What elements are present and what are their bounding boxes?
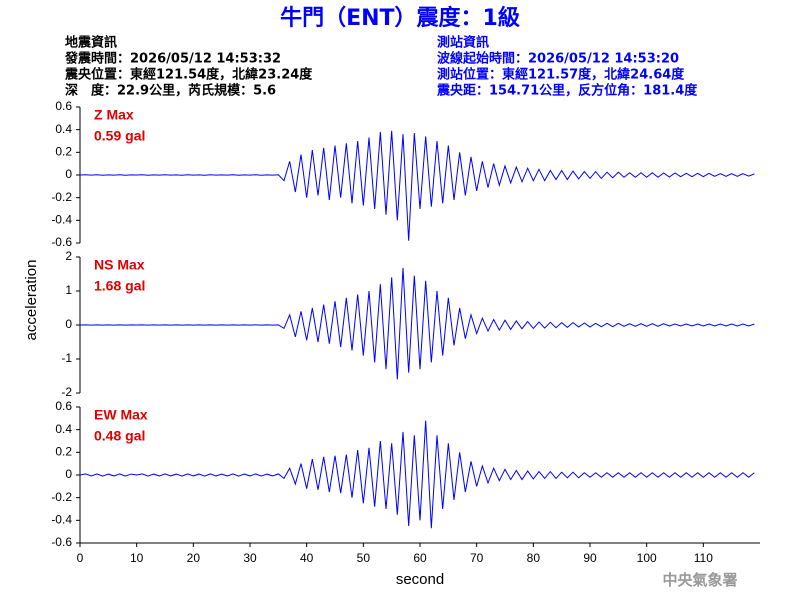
peak-label: 1.68 gal <box>94 278 145 294</box>
y-tick-label: 0.6 <box>55 99 72 113</box>
y-tick-label: 0 <box>65 167 72 181</box>
info-line: 發震時間：2026/05/12 14:53:32 <box>64 51 281 67</box>
x-tick-label: 90 <box>583 551 597 565</box>
info-heading: 地震資訊 <box>65 35 117 51</box>
y-tick-label: -0.2 <box>51 190 72 204</box>
waveform <box>79 420 755 529</box>
peak-label: 0.59 gal <box>94 128 145 144</box>
station-line: 震央距：154.71公里，反方位角：181.4度 <box>436 83 698 99</box>
y-tick-label: 0.6 <box>55 399 72 413</box>
x-tick-label: 110 <box>694 551 713 565</box>
agency: 中央氣象署 <box>662 571 737 589</box>
component-label: NS Max <box>94 257 145 273</box>
component-label: EW Max <box>94 407 148 423</box>
waveform <box>79 130 755 241</box>
waveform <box>79 267 755 380</box>
peak-label: 0.48 gal <box>94 428 145 444</box>
y-tick-label: 0 <box>65 317 72 331</box>
y-tick-label: -0.6 <box>51 235 72 249</box>
component-label: Z Max <box>94 107 134 123</box>
x-tick-label: 10 <box>130 551 144 565</box>
y-tick-label: -0.2 <box>51 490 72 504</box>
info-line: 深 度：22.9公里，芮氏規模：5.6 <box>65 83 276 99</box>
station-line: 測站位置：東經121.57度，北緯24.64度 <box>437 67 685 83</box>
station-line: 波線起始時間：2026/05/12 14:53:20 <box>437 51 679 67</box>
y-tick-label: 1 <box>65 283 72 297</box>
x-tick-label: 0 <box>77 551 84 565</box>
y-tick-label: 0.2 <box>55 145 72 159</box>
x-tick-label: 80 <box>527 551 541 565</box>
x-axis-label: second <box>396 571 444 588</box>
x-tick-label: 40 <box>300 551 314 565</box>
y-tick-label: -0.6 <box>51 535 72 549</box>
station-heading: 測站資訊 <box>437 35 489 51</box>
x-tick-label: 70 <box>470 551 484 565</box>
y-tick-label: -1 <box>61 351 72 365</box>
title: 牛門（ENT）震度：1級 <box>280 5 520 31</box>
y-tick-label: 0 <box>65 467 72 481</box>
x-tick-label: 30 <box>243 551 257 565</box>
y-tick-label: 0.4 <box>55 422 72 436</box>
y-tick-label: -0.4 <box>51 513 72 527</box>
y-tick-label: -0.4 <box>51 213 72 227</box>
y-tick-label: 0.2 <box>55 445 72 459</box>
y-axis-label: acceleration <box>23 260 40 341</box>
y-tick-label: 2 <box>65 249 72 263</box>
x-tick-label: 60 <box>413 551 427 565</box>
x-tick-label: 20 <box>187 551 201 565</box>
x-tick-label: 100 <box>637 551 657 565</box>
info-line: 震央位置：東經121.54度，北緯23.24度 <box>64 67 313 83</box>
y-tick-label: 0.4 <box>55 122 72 136</box>
y-tick-label: -2 <box>61 385 72 399</box>
x-tick-label: 50 <box>357 551 371 565</box>
